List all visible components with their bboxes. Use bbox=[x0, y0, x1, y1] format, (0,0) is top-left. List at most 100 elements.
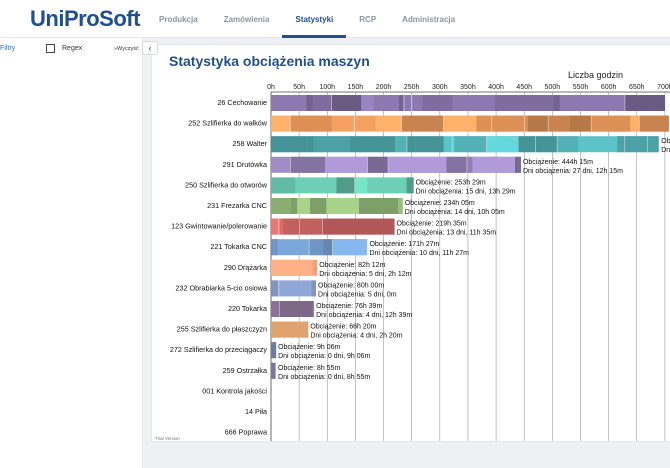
machine-label: 221 Tokarka CNC bbox=[210, 242, 267, 251]
machine-label: 250 Szlifierka do otworów bbox=[185, 180, 268, 189]
load-data-label: Obciąż bbox=[661, 138, 670, 145]
load-days-label: Dni obciążenia: 27 dni, 12h 15m bbox=[523, 168, 623, 175]
load-bar-segment bbox=[358, 198, 399, 214]
x-tick-label: 300h bbox=[432, 84, 448, 91]
x-tick-label: 100h bbox=[319, 84, 335, 91]
load-bar-segment bbox=[422, 95, 453, 111]
load-bar-segment bbox=[388, 115, 402, 132]
load-data-label: Obciążenie: 9h 06m bbox=[278, 344, 340, 351]
load-bar-segment bbox=[349, 136, 373, 153]
load-bar-divider bbox=[442, 115, 444, 132]
machine-label: 255 Szlifierka do płaszczyzn bbox=[177, 325, 267, 334]
load-bar-divider bbox=[624, 136, 626, 153]
load-days-label: Dni obciążenia: 15 dni, 13h 29m bbox=[416, 188, 516, 195]
load-bar-divider bbox=[638, 115, 640, 132]
load-bar-segment bbox=[542, 136, 558, 153]
load-days-label: Dni obciążenia: 4 dni, 12h 39m bbox=[316, 312, 412, 319]
chart-title: Statystyka obciążenia maszyn bbox=[169, 53, 370, 69]
load-bar-segment bbox=[271, 136, 308, 153]
filters-label[interactable]: Filtry bbox=[0, 45, 16, 52]
load-bar-segment bbox=[307, 136, 314, 153]
load-bar-divider bbox=[535, 136, 537, 153]
machine-label: 001 Kontrola jakości bbox=[202, 386, 267, 395]
machine-label: 231 Frezarka CNC bbox=[207, 201, 267, 210]
load-days-label: Dni obciążenia: 4 dni, 2h 20m bbox=[310, 333, 402, 340]
load-bar-segment bbox=[313, 136, 350, 153]
load-bar-divider bbox=[486, 136, 488, 153]
load-bar-segment bbox=[399, 95, 405, 111]
nav-administracja[interactable]: Administracja bbox=[402, 14, 456, 24]
load-bar-segment bbox=[443, 115, 477, 132]
load-days-label: Dni obciążenia: 0 dni, 8h 55m bbox=[278, 374, 370, 381]
machine-label: 259 Ostrzałka bbox=[223, 366, 267, 375]
load-days-label: Dni obciążenia: 10 dni, 11h 27m bbox=[369, 250, 469, 257]
load-bar-segment bbox=[518, 136, 536, 153]
load-bar-divider bbox=[403, 95, 405, 111]
load-bar-divider bbox=[322, 218, 323, 235]
load-days-label: Dni obc bbox=[661, 147, 670, 154]
load-bar-segment bbox=[332, 239, 368, 256]
load-bar-segment bbox=[388, 156, 414, 173]
load-bar-divider bbox=[556, 136, 558, 153]
load-bar-segment bbox=[480, 115, 493, 132]
machine-label: 14 Piła bbox=[245, 407, 267, 416]
nav-zamowienia[interactable]: Zamówienia bbox=[223, 14, 270, 24]
chart-panel: Statystyka obciążenia maszyn Liczba godz… bbox=[151, 44, 670, 442]
machine-label: 252 Szlifierka do wałków bbox=[188, 119, 268, 128]
load-bar-segment bbox=[407, 136, 416, 153]
main-nav: Produkcja Zamówienia Statystyki RCP Admi… bbox=[146, 0, 468, 38]
x-tick-label: 50h bbox=[293, 84, 305, 91]
regex-checkbox[interactable] bbox=[46, 44, 55, 53]
load-bar-segment bbox=[524, 115, 528, 132]
machine-label: 258 Walter bbox=[233, 139, 268, 148]
load-bar-segment bbox=[406, 177, 414, 194]
load-data-label: Obciążenie: 234h 05m bbox=[405, 200, 475, 207]
machine-label: 220 Tokarka bbox=[228, 304, 267, 313]
load-bar-divider bbox=[299, 218, 301, 235]
load-data-label: Obciążenie: 66h 20m bbox=[310, 324, 376, 331]
load-days-label: Dni obciążenia: 14 dni, 10h 05m bbox=[405, 209, 505, 216]
load-bar-segment bbox=[569, 115, 592, 132]
load-bar-segment bbox=[306, 95, 313, 111]
load-bar-divider bbox=[332, 239, 334, 256]
x-tick-label: 200h bbox=[376, 84, 392, 91]
load-bar-segment bbox=[290, 156, 326, 173]
load-bar-segment bbox=[310, 198, 327, 214]
load-bar-segment bbox=[367, 156, 389, 173]
nav-produkcja[interactable]: Produkcja bbox=[159, 14, 198, 24]
load-bar-segment bbox=[535, 136, 543, 153]
load-bar-divider bbox=[278, 218, 280, 235]
load-bar-divider bbox=[308, 239, 310, 256]
load-bar-segment bbox=[639, 115, 669, 132]
machine-label: 291 Drutówka bbox=[223, 160, 267, 169]
load-bar-divider bbox=[491, 115, 493, 132]
load-bar-divider bbox=[406, 136, 408, 153]
load-days-label: Dni obciążenia: 5 dni, 0m bbox=[318, 291, 397, 298]
load-bar-segment bbox=[398, 198, 403, 214]
machine-label: 666 Poprawa bbox=[225, 428, 267, 437]
load-bar-segment bbox=[467, 156, 473, 173]
x-tick-label: 500h bbox=[545, 84, 561, 91]
load-bar-segment bbox=[271, 342, 277, 359]
load-bar-divider bbox=[466, 156, 468, 173]
nav-statystyki[interactable]: Statystyki bbox=[282, 0, 347, 38]
clear-filters-button[interactable]: »Wyczyść bbox=[114, 46, 139, 52]
x-tick-label: 600h bbox=[601, 84, 617, 91]
load-data-label: Obciążenie: 219h 35m bbox=[397, 221, 467, 228]
load-bar-segment bbox=[372, 136, 396, 153]
load-bar-segment bbox=[476, 115, 481, 132]
load-bar-segment bbox=[591, 115, 631, 132]
load-bar-segment bbox=[309, 239, 324, 256]
load-days-label: Dni obciążenia: 0 dni, 9h 06m bbox=[278, 353, 370, 360]
load-days-label: Dni obciążenia: 13 dni, 11h 35m bbox=[397, 230, 497, 237]
machine-label: 290 Drążarka bbox=[224, 263, 267, 272]
collapse-sidebar-button[interactable]: ‹ bbox=[142, 41, 158, 55]
load-bar-segment bbox=[361, 95, 374, 111]
logo[interactable]: UniProSoft bbox=[30, 6, 140, 31]
nav-rcp[interactable]: RCP bbox=[359, 14, 377, 24]
regex-label: Regex bbox=[62, 45, 83, 52]
load-bar-divider bbox=[290, 156, 291, 173]
load-data-label: Obciążenie: 8h 55m bbox=[278, 365, 340, 372]
load-bar-segment bbox=[271, 218, 280, 235]
x-axis-title: Liczba godzin bbox=[568, 70, 624, 80]
